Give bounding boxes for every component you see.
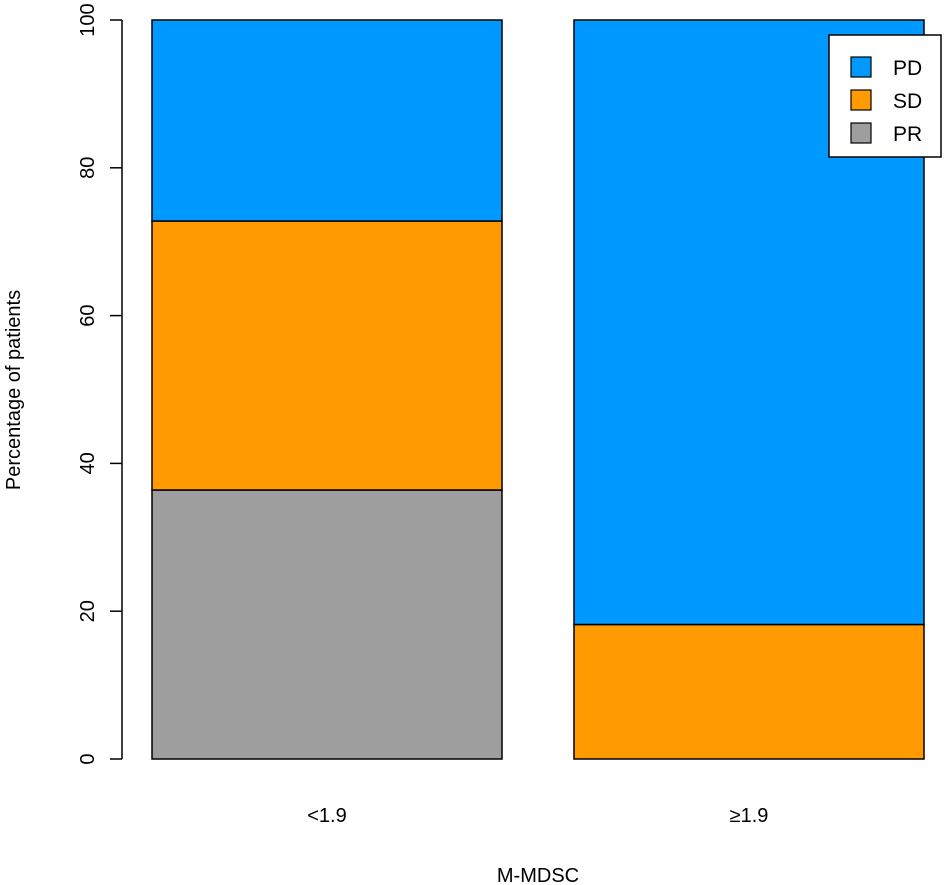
y-tick-label: 0: [77, 753, 99, 764]
y-tick-label: 100: [77, 3, 99, 36]
bars: [151, 19, 925, 760]
y-axis-title: Percentage of patients: [3, 290, 25, 490]
legend-swatch-pr: [850, 122, 872, 144]
bar-segment-pd: [151, 19, 503, 222]
legend-swatch-sd: [850, 89, 872, 111]
legend-label-sd: SD: [893, 90, 922, 113]
bar-segment-sd: [573, 623, 925, 760]
legend-box: [828, 34, 942, 158]
legend: PD SD PR: [828, 34, 942, 158]
y-axis: 0 20 40 60 80 100: [77, 3, 123, 765]
y-tick-label: 20: [77, 600, 99, 622]
legend-swatch-pd: [850, 56, 872, 78]
bar-segment-sd: [151, 220, 503, 491]
y-tick-label: 60: [77, 304, 99, 326]
legend-label-pd: PD: [893, 57, 922, 80]
legend-label-pr: PR: [893, 123, 922, 146]
x-tick-label: <1.9: [307, 805, 346, 827]
y-tick-label: 80: [77, 157, 99, 179]
x-tick-label: ≥1.9: [730, 805, 769, 827]
x-axis-title: M-MDSC: [497, 865, 579, 885]
x-axis-tick-labels: <1.9 ≥1.9: [307, 805, 768, 827]
y-tick-label: 40: [77, 452, 99, 474]
bar-segment-pr: [151, 489, 503, 760]
